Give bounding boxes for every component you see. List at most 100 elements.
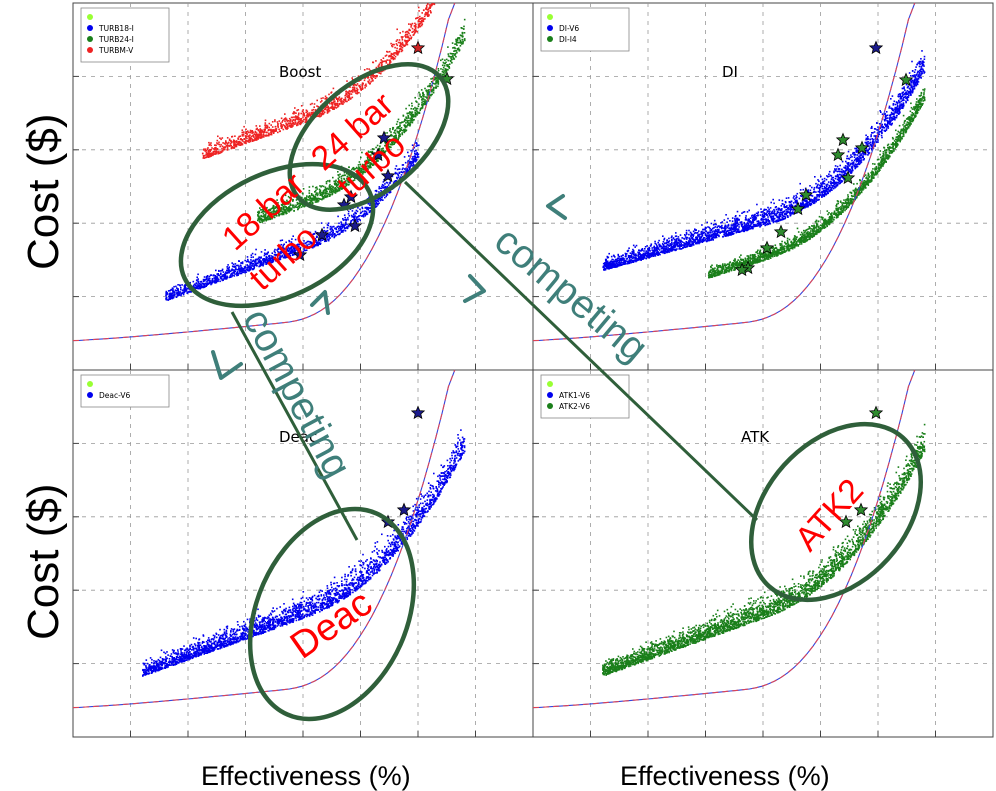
data-point <box>298 206 301 208</box>
data-point <box>388 182 391 184</box>
data-point <box>346 223 348 226</box>
data-point <box>169 289 171 292</box>
data-point <box>198 286 201 288</box>
data-point <box>451 42 454 44</box>
data-point <box>326 110 329 113</box>
data-point <box>305 111 307 114</box>
data-point <box>327 180 329 182</box>
data-point <box>256 127 258 130</box>
data-point <box>280 127 283 129</box>
data-point <box>407 40 409 43</box>
data-point <box>336 104 338 106</box>
data-point <box>239 135 242 137</box>
data-point <box>230 144 232 147</box>
data-point <box>377 65 380 67</box>
data-point <box>248 141 250 143</box>
data-point <box>411 27 414 30</box>
legend-label: TURB18-I <box>98 24 134 33</box>
data-point <box>294 121 296 123</box>
data-point <box>195 282 198 285</box>
data-point <box>336 98 338 100</box>
data-point <box>339 225 341 228</box>
data-point <box>263 128 265 131</box>
data-point <box>308 112 311 114</box>
data-point <box>273 130 275 133</box>
data-point <box>368 166 371 169</box>
data-point <box>341 100 343 102</box>
data-point <box>268 122 271 125</box>
x-axis-label-left: Effectiveness (%) <box>201 761 411 791</box>
data-point <box>263 136 265 138</box>
data-point <box>325 192 327 195</box>
data-point <box>258 210 260 213</box>
data-point <box>225 140 227 142</box>
data-point <box>368 151 370 153</box>
data-point <box>452 53 455 55</box>
data-point <box>393 52 395 54</box>
data-point <box>300 122 302 124</box>
data-point <box>204 154 206 157</box>
data-point <box>448 63 451 65</box>
data-point <box>298 118 301 120</box>
data-point <box>256 137 258 139</box>
data-point <box>441 64 444 67</box>
panel-title: Boost <box>279 63 321 81</box>
data-point <box>450 56 452 58</box>
data-point <box>409 121 412 124</box>
data-point <box>385 62 388 64</box>
data-point <box>411 144 414 146</box>
data-point <box>200 281 202 283</box>
data-point <box>334 104 337 107</box>
data-point <box>314 230 317 233</box>
data-point <box>223 146 225 148</box>
data-point <box>285 118 287 120</box>
data-point <box>274 119 276 121</box>
data-point <box>405 36 407 39</box>
data-point <box>378 64 380 66</box>
data-point <box>405 117 408 119</box>
data-point <box>783 203 786 206</box>
data-point <box>364 206 367 209</box>
data-point <box>450 58 453 61</box>
data-point <box>253 133 256 135</box>
data-point <box>380 59 382 61</box>
data-point <box>380 199 383 201</box>
data-point <box>397 176 400 178</box>
data-point <box>344 182 346 185</box>
data-point <box>456 51 458 54</box>
data-point <box>204 282 207 285</box>
data-point <box>345 219 347 222</box>
data-point <box>428 7 430 10</box>
data-point <box>413 163 415 166</box>
data-point <box>245 128 247 131</box>
data-point <box>394 171 397 174</box>
data-point <box>426 9 429 11</box>
data-point <box>384 196 386 199</box>
data-point <box>348 97 351 99</box>
data-point <box>383 60 385 63</box>
data-point <box>407 36 410 39</box>
data-point <box>428 84 431 87</box>
data-point <box>214 278 217 281</box>
data-point <box>214 144 216 146</box>
data-point <box>404 40 407 43</box>
data-point <box>424 102 426 104</box>
data-point <box>463 25 465 28</box>
data-point <box>311 102 313 105</box>
data-point <box>827 181 830 183</box>
data-point <box>322 112 325 115</box>
data-point <box>336 102 339 105</box>
data-point <box>297 114 300 116</box>
data-point <box>334 102 336 105</box>
data-point <box>332 230 334 232</box>
data-point <box>292 125 294 127</box>
data-point <box>880 134 883 137</box>
data-point <box>294 119 296 121</box>
data-point <box>426 6 428 8</box>
data-point <box>815 191 817 193</box>
data-point <box>347 184 349 186</box>
data-point <box>320 222 323 224</box>
data-point <box>227 145 230 147</box>
data-point <box>427 89 430 92</box>
data-point <box>343 214 346 216</box>
